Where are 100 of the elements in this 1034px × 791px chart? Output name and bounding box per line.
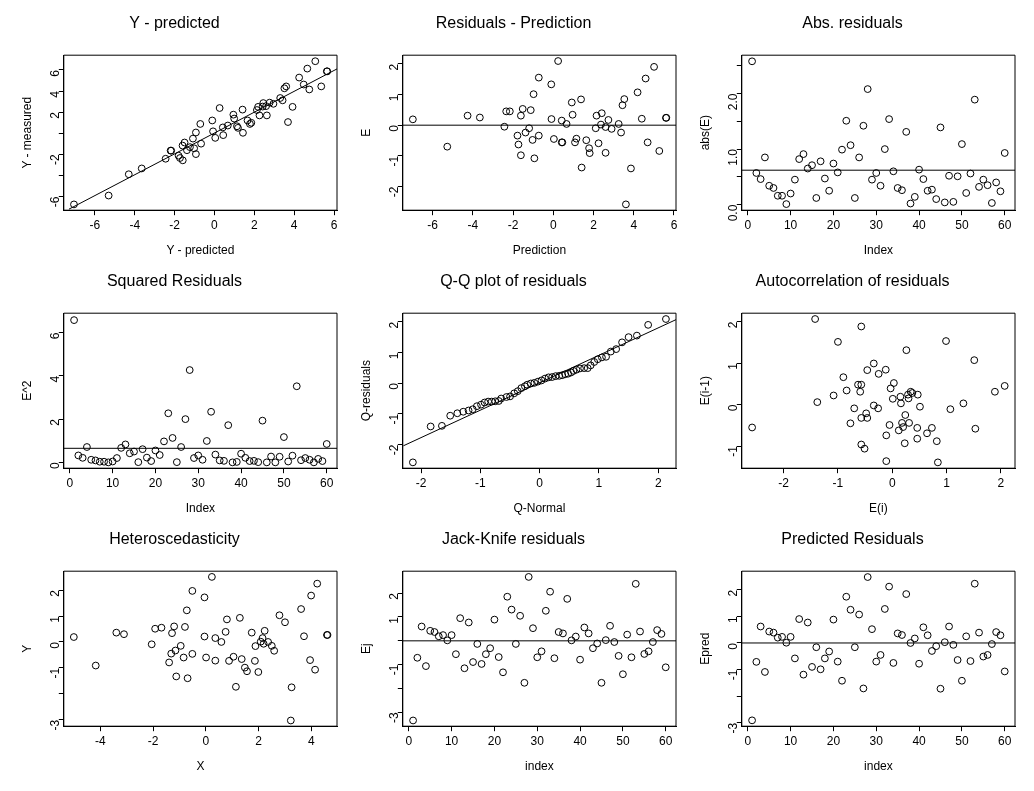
x-tick-label: 50: [616, 733, 630, 748]
y-tick-label: 2: [387, 592, 402, 600]
y-tick-label: 1: [387, 616, 402, 624]
y-tick-label: 0: [726, 404, 741, 412]
x-tick-label: 60: [998, 217, 1012, 232]
x-tick-label: 0: [744, 733, 752, 748]
y-tick-label: 4: [48, 375, 63, 383]
y-tick-label: -2: [387, 186, 402, 198]
y-tick-label: 0: [387, 124, 402, 132]
x-tick-label: 1: [943, 475, 951, 490]
x-tick-label: 60: [998, 733, 1012, 748]
x-axis-title: Prediction: [512, 243, 567, 258]
x-tick-label: 60: [320, 475, 334, 490]
y-tick-label: -2: [387, 444, 402, 456]
x-tick-label: 20: [487, 733, 502, 748]
chart-title: Y - predicted: [129, 14, 220, 32]
x-axis-title: Index: [185, 501, 216, 516]
y-tick-label: 2: [387, 63, 402, 71]
y-tick-label: 1: [726, 362, 741, 370]
chart-title: Predicted Residuals: [781, 530, 924, 548]
y-tick-label: 2: [48, 418, 63, 426]
x-axis-title: Y - predicted: [166, 243, 235, 258]
y-axis-title: Y: [19, 644, 34, 653]
y-tick-label: -1: [726, 445, 741, 457]
x-tick-label: 30: [869, 733, 884, 748]
x-tick-label: -2: [169, 217, 181, 232]
y-tick-label: 2: [726, 589, 741, 597]
y-tick-label: 2: [387, 321, 402, 329]
x-axis-title: X: [196, 759, 205, 774]
x-tick-label: 1: [595, 475, 603, 490]
y-tick-label: -3: [726, 722, 741, 734]
x-tick-label: 6: [330, 217, 338, 232]
y-tick-label: 6: [48, 69, 63, 77]
x-tick-label: 20: [148, 475, 163, 490]
y-axis-title: Epred: [697, 632, 712, 665]
x-tick-label: 4: [630, 217, 638, 232]
chart-title: Q-Q plot of residuals: [440, 272, 587, 290]
y-axis-title: Ej: [358, 643, 373, 655]
y-tick-label: 1: [387, 94, 402, 102]
x-tick-label: 10: [105, 475, 120, 490]
x-tick-label: 2: [654, 475, 662, 490]
x-tick-label: 40: [912, 733, 927, 748]
x-axis-title: Index: [863, 243, 894, 258]
x-tick-label: 20: [826, 733, 841, 748]
y-tick-label: 0: [48, 462, 63, 470]
x-tick-label: 0: [744, 217, 752, 232]
x-axis-title: index: [525, 759, 554, 774]
x-tick-label: 10: [783, 217, 798, 232]
x-tick-label: 50: [277, 475, 291, 490]
x-tick-label: 0: [211, 217, 219, 232]
x-tick-label: 60: [659, 733, 673, 748]
y-tick-label: 2: [726, 321, 741, 329]
y-axis-title: Q-residuals: [358, 360, 373, 422]
x-axis-title: E(i): [869, 501, 888, 516]
x-tick-label: 40: [573, 733, 588, 748]
y-tick-label: 0: [726, 642, 741, 650]
y-axis-title: E: [358, 128, 373, 137]
x-tick-label: 0: [888, 475, 896, 490]
x-tick-label: 4: [308, 733, 316, 748]
x-tick-label: 40: [234, 475, 249, 490]
y-tick-label: -3: [48, 719, 63, 731]
x-tick-label: 30: [530, 733, 545, 748]
y-axis-title: abs(E): [697, 115, 712, 151]
chart-title: Jack-Knife residuals: [441, 530, 586, 548]
x-tick-label: 0: [66, 475, 74, 490]
x-tick-label: 0: [536, 475, 544, 490]
x-tick-label: 6: [670, 217, 678, 232]
x-tick-label: 2: [997, 475, 1005, 490]
y-tick-label: 4: [48, 90, 63, 98]
x-tick-label: 40: [912, 217, 927, 232]
x-tick-label: 0: [202, 733, 210, 748]
x-tick-label: 0: [549, 217, 557, 232]
y-tick-label: -1: [726, 669, 741, 681]
y-axis-title: E^2: [19, 380, 34, 401]
x-tick-label: 2: [255, 733, 263, 748]
y-tick-label: -1: [387, 413, 402, 425]
y-tick-label: 1: [48, 615, 63, 623]
x-tick-label: -2: [415, 475, 427, 490]
y-tick-label: 2.0: [726, 93, 741, 111]
y-tick-label: 2: [48, 589, 63, 597]
x-tick-label: -2: [507, 217, 519, 232]
x-tick-label: -2: [778, 475, 790, 490]
y-tick-label: 0: [48, 641, 63, 649]
y-tick-label: 1.0: [726, 148, 741, 166]
x-tick-label: 10: [783, 733, 798, 748]
x-tick-label: -1: [475, 475, 487, 490]
y-axis-title: Y - measured: [19, 96, 34, 169]
y-axis-title: E(i-1): [697, 376, 712, 406]
chart-title: Autocorrelation of residuals: [755, 272, 950, 290]
x-tick-label: 50: [955, 733, 969, 748]
x-tick-label: -2: [147, 733, 159, 748]
x-tick-label: 20: [826, 217, 841, 232]
y-tick-label: -1: [48, 667, 63, 679]
x-tick-label: 30: [191, 475, 206, 490]
x-tick-label: 30: [869, 217, 884, 232]
x-tick-label: 0: [405, 733, 413, 748]
x-tick-label: 10: [444, 733, 459, 748]
y-tick-label: 2: [48, 111, 63, 119]
x-tick-label: 2: [590, 217, 598, 232]
x-tick-label: -6: [427, 217, 439, 232]
